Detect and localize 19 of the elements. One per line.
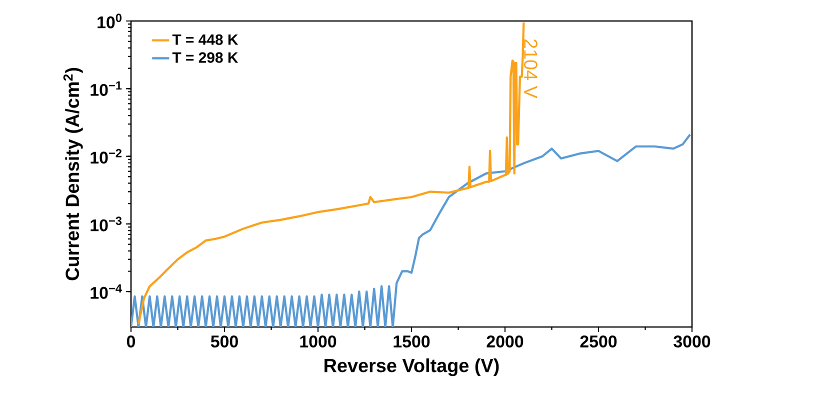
legend-label: T = 448 K [172, 34, 238, 45]
annotation: 2104 V [524, 39, 538, 98]
legend-label: T = 298 K [172, 52, 238, 63]
x-tick-label: 2000 [486, 336, 524, 348]
line-series [131, 133, 692, 328]
line-series [137, 21, 525, 326]
x-tick-label: 1000 [300, 336, 336, 348]
y-tick-label: 10$^{−2}$ [90, 148, 122, 164]
x-tick-label: 2500 [580, 336, 617, 348]
y-tick-label: 10$^{−1}$ [90, 81, 122, 96]
x-tick-label: 500 [210, 336, 238, 348]
y-axis-title: Current Density (A/cm$^{2}$) [63, 68, 83, 280]
x-tick-label: 1500 [394, 336, 430, 348]
x-tick-label: 3000 [674, 336, 710, 348]
y-tick-label: 10$^{−3}$ [90, 216, 122, 232]
y-tick-label: 10$^{−4}$ [90, 284, 122, 299]
x-tick-label: 0 [126, 336, 136, 348]
x-axis-title: Reverse Voltage (V) [324, 358, 499, 376]
y-tick-label: 10$^{0}$ [98, 14, 122, 28]
